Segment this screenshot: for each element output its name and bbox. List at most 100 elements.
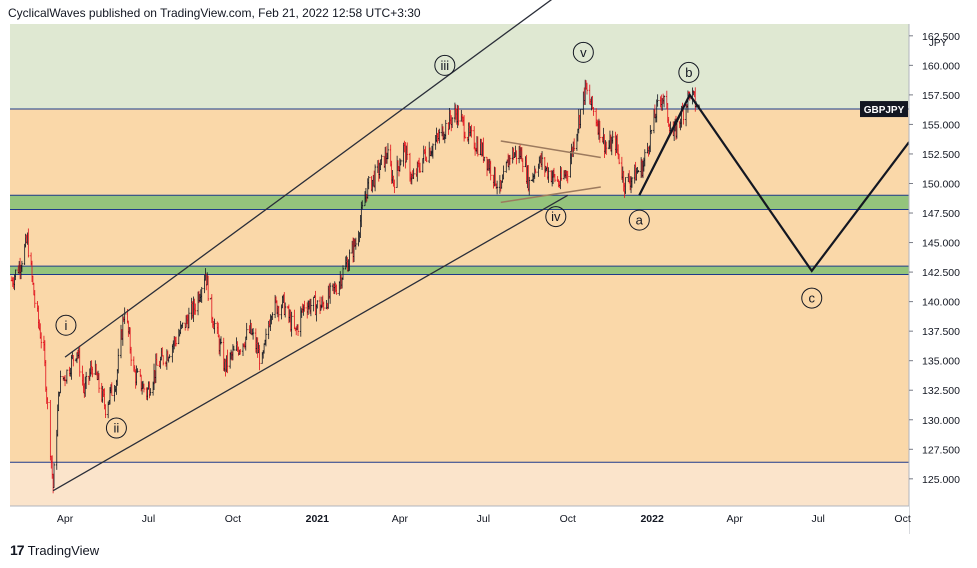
wave-label-circle-iii [434,54,456,76]
candle-314 [412,168,415,180]
price-tick-label-5: 150.000 [922,178,960,190]
wave-label-i: i [55,314,77,336]
wave-label-text-c: c [809,291,816,306]
price-tick-label-4: 152.500 [922,149,960,161]
drawing-layer [52,0,910,492]
candle-304 [399,159,402,166]
candle-194 [258,344,261,371]
candle-124 [168,354,171,359]
wave-label-text-i: i [65,318,68,333]
candle-369 [483,156,486,162]
candle-374 [489,160,492,181]
price-axis-bg [909,24,977,534]
candle-34 [53,463,56,489]
candle-394 [515,150,518,165]
candle-129 [175,336,178,347]
candle-119 [162,355,165,366]
time-tick-label-4: Apr [392,513,409,525]
candle-209 [277,305,280,322]
candle-389 [508,154,511,165]
time-tick-label-2: Oct [225,513,241,525]
publish-caption: CyclicalWaves published on TradingView.c… [8,6,421,20]
candle-439 [573,138,576,151]
candle-14 [27,228,30,258]
price-tick-label-0: 162.500 [922,31,960,43]
candle-164 [219,336,222,345]
wave-label-a: a [628,209,650,231]
candle-249 [329,282,332,304]
candle-149 [200,286,203,303]
channel-line-0 [52,194,569,492]
triangle-line-0 [500,140,601,159]
wave-label-iii: iii [434,54,456,76]
price-tick-label-6: 147.500 [922,208,960,220]
zone-layer [10,24,909,506]
candle-84 [117,348,120,374]
time-axis[interactable]: Apr Jul Oct 2021 Apr Jul Oct 2022 Apr Jul Oct [0,505,911,534]
candle-504 [656,94,659,107]
candle-469 [611,130,614,144]
zone-band-2 [10,462,909,506]
candle-49 [72,354,75,367]
candle-379 [496,180,499,195]
candle-309 [406,142,409,160]
candle-54 [78,345,81,377]
candle-464 [605,141,608,155]
candle-109 [149,388,152,396]
candle-174 [232,345,235,351]
wave-label-iv: iv [545,206,567,228]
candle-264 [348,249,351,271]
wave-label-v: v [572,41,594,63]
candle-99 [136,368,139,373]
candle-4 [14,269,17,281]
candle-199 [264,328,267,347]
price-tick-label-15: 125.000 [922,474,960,486]
candle-434 [566,170,569,184]
candle-64 [91,366,94,378]
symbol-badge-bg [860,101,908,118]
candle-154 [207,275,210,302]
candle-449 [586,82,589,95]
candle-9 [20,260,23,272]
candle-319 [419,162,422,174]
wave-label-circle-iv [545,206,567,228]
zone-band-3 [10,195,909,210]
candle-339 [444,119,447,140]
candle-299 [393,179,396,194]
candle-269 [354,237,357,250]
candle-344 [451,117,454,128]
candle-74 [104,404,107,419]
candle-134 [181,322,184,329]
tradingview-footer[interactable]: 17 TradingView [10,542,99,558]
candle-259 [341,265,344,280]
time-tick-label-0: Apr [57,513,74,525]
candle-409 [534,168,537,174]
candle-384 [502,165,505,180]
candle-324 [425,156,428,163]
candle-514 [669,121,672,132]
wave-label-text-v: v [580,45,587,60]
currency-label: JPY [929,38,948,49]
candle-294 [386,143,389,160]
candle-494 [643,149,646,167]
price-tick-label-12: 132.500 [922,385,960,397]
price-tick-label-11: 135.000 [922,356,960,368]
candle-39 [59,370,62,394]
candle-19 [33,290,36,308]
price-tick-label-1: 160.000 [922,60,960,72]
candle-354 [464,131,467,139]
candle-364 [476,136,479,157]
candle-444 [579,109,582,129]
price-tick-label-7: 145.000 [922,238,960,250]
time-tick-label-5: Jul [477,513,490,525]
wave-label-circle-v [572,41,594,63]
candle-329 [431,143,434,159]
candle-349 [457,105,460,126]
symbol-badge-text: GBPJPY [864,105,905,116]
candle-284 [374,164,377,192]
price-axis[interactable]: 162.500 160.000 157.500 155.000 152.500 150.0… [909,31,960,486]
price-tick-label-8: 142.500 [922,267,960,279]
candle-279 [367,176,370,190]
wave-label-circle-b [678,61,700,83]
